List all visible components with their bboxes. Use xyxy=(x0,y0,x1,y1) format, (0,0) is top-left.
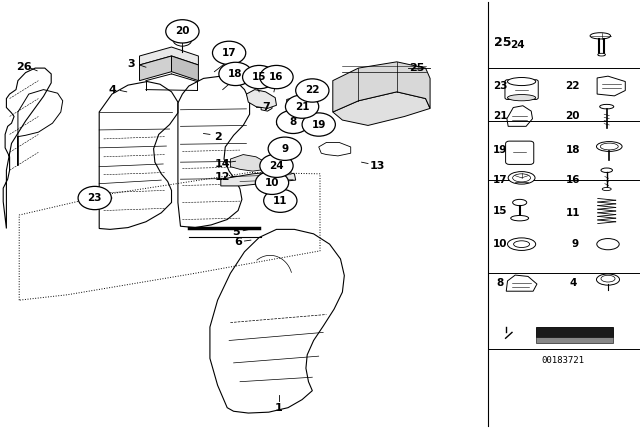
Text: 21: 21 xyxy=(493,112,508,121)
Text: 11: 11 xyxy=(273,196,287,206)
Text: 16: 16 xyxy=(566,175,580,185)
FancyBboxPatch shape xyxy=(505,80,538,99)
Text: 6: 6 xyxy=(234,237,242,247)
Text: 26: 26 xyxy=(17,62,32,72)
Ellipse shape xyxy=(590,33,611,39)
Text: 20: 20 xyxy=(566,112,580,121)
Polygon shape xyxy=(230,155,266,171)
FancyBboxPatch shape xyxy=(506,141,534,164)
Ellipse shape xyxy=(508,78,536,86)
Text: 17: 17 xyxy=(222,48,236,58)
Circle shape xyxy=(260,65,293,89)
Circle shape xyxy=(268,137,301,160)
Circle shape xyxy=(173,33,192,46)
Ellipse shape xyxy=(600,104,614,109)
Circle shape xyxy=(219,62,252,86)
Circle shape xyxy=(302,113,335,136)
Text: 10: 10 xyxy=(493,239,508,249)
Ellipse shape xyxy=(513,174,531,182)
Circle shape xyxy=(166,20,199,43)
Polygon shape xyxy=(221,171,296,186)
Text: 2: 2 xyxy=(214,132,221,142)
Text: 00183721: 00183721 xyxy=(541,356,585,365)
Text: 19: 19 xyxy=(312,120,326,129)
Text: 15: 15 xyxy=(493,207,508,216)
Ellipse shape xyxy=(513,241,529,247)
Ellipse shape xyxy=(508,95,536,101)
Polygon shape xyxy=(172,56,198,81)
Text: 24: 24 xyxy=(510,40,524,50)
Text: 21: 21 xyxy=(295,102,309,112)
Ellipse shape xyxy=(601,275,615,282)
Ellipse shape xyxy=(598,53,605,56)
Text: 7: 7 xyxy=(262,102,270,112)
Ellipse shape xyxy=(596,274,620,285)
Text: 14: 14 xyxy=(215,159,230,168)
Text: 24: 24 xyxy=(269,161,284,171)
Text: 22: 22 xyxy=(566,81,580,91)
Ellipse shape xyxy=(596,238,620,250)
Ellipse shape xyxy=(511,215,529,221)
Ellipse shape xyxy=(513,199,527,206)
Text: 19: 19 xyxy=(493,145,508,155)
Text: 17: 17 xyxy=(493,175,508,185)
FancyBboxPatch shape xyxy=(536,337,613,343)
Ellipse shape xyxy=(508,238,536,250)
Text: 18: 18 xyxy=(566,145,580,155)
Circle shape xyxy=(243,65,276,89)
Polygon shape xyxy=(333,92,430,125)
Text: 20: 20 xyxy=(175,26,189,36)
Ellipse shape xyxy=(601,168,612,172)
Text: 16: 16 xyxy=(269,72,284,82)
Polygon shape xyxy=(333,62,430,112)
Ellipse shape xyxy=(600,143,618,150)
Circle shape xyxy=(260,154,293,177)
Text: 23: 23 xyxy=(493,81,508,91)
Text: 9: 9 xyxy=(281,144,289,154)
Circle shape xyxy=(255,171,289,194)
Text: 5: 5 xyxy=(232,227,239,237)
Circle shape xyxy=(276,110,310,134)
Ellipse shape xyxy=(596,142,622,151)
Text: 22: 22 xyxy=(305,86,319,95)
Text: 13: 13 xyxy=(370,161,385,171)
Text: 25: 25 xyxy=(410,63,425,73)
Text: 11: 11 xyxy=(566,208,580,218)
Polygon shape xyxy=(140,47,198,65)
Circle shape xyxy=(264,189,297,212)
Text: 3: 3 xyxy=(127,59,135,69)
Circle shape xyxy=(78,186,111,210)
Text: 10: 10 xyxy=(265,178,279,188)
Polygon shape xyxy=(246,90,276,108)
Polygon shape xyxy=(140,56,172,81)
Text: 4: 4 xyxy=(108,85,116,95)
Text: 15: 15 xyxy=(252,72,266,82)
Text: 1: 1 xyxy=(275,403,283,413)
Text: 23: 23 xyxy=(88,193,102,203)
FancyBboxPatch shape xyxy=(536,327,613,337)
Text: 18: 18 xyxy=(228,69,243,79)
Text: 9: 9 xyxy=(571,239,579,249)
Circle shape xyxy=(212,41,246,65)
Ellipse shape xyxy=(508,172,535,184)
Text: 8: 8 xyxy=(497,278,504,288)
Text: 25: 25 xyxy=(494,36,511,49)
Text: 8: 8 xyxy=(289,117,297,127)
Circle shape xyxy=(296,79,329,102)
Text: 4: 4 xyxy=(569,278,577,288)
Text: 12: 12 xyxy=(215,172,230,182)
Ellipse shape xyxy=(602,188,611,191)
Circle shape xyxy=(285,95,319,118)
